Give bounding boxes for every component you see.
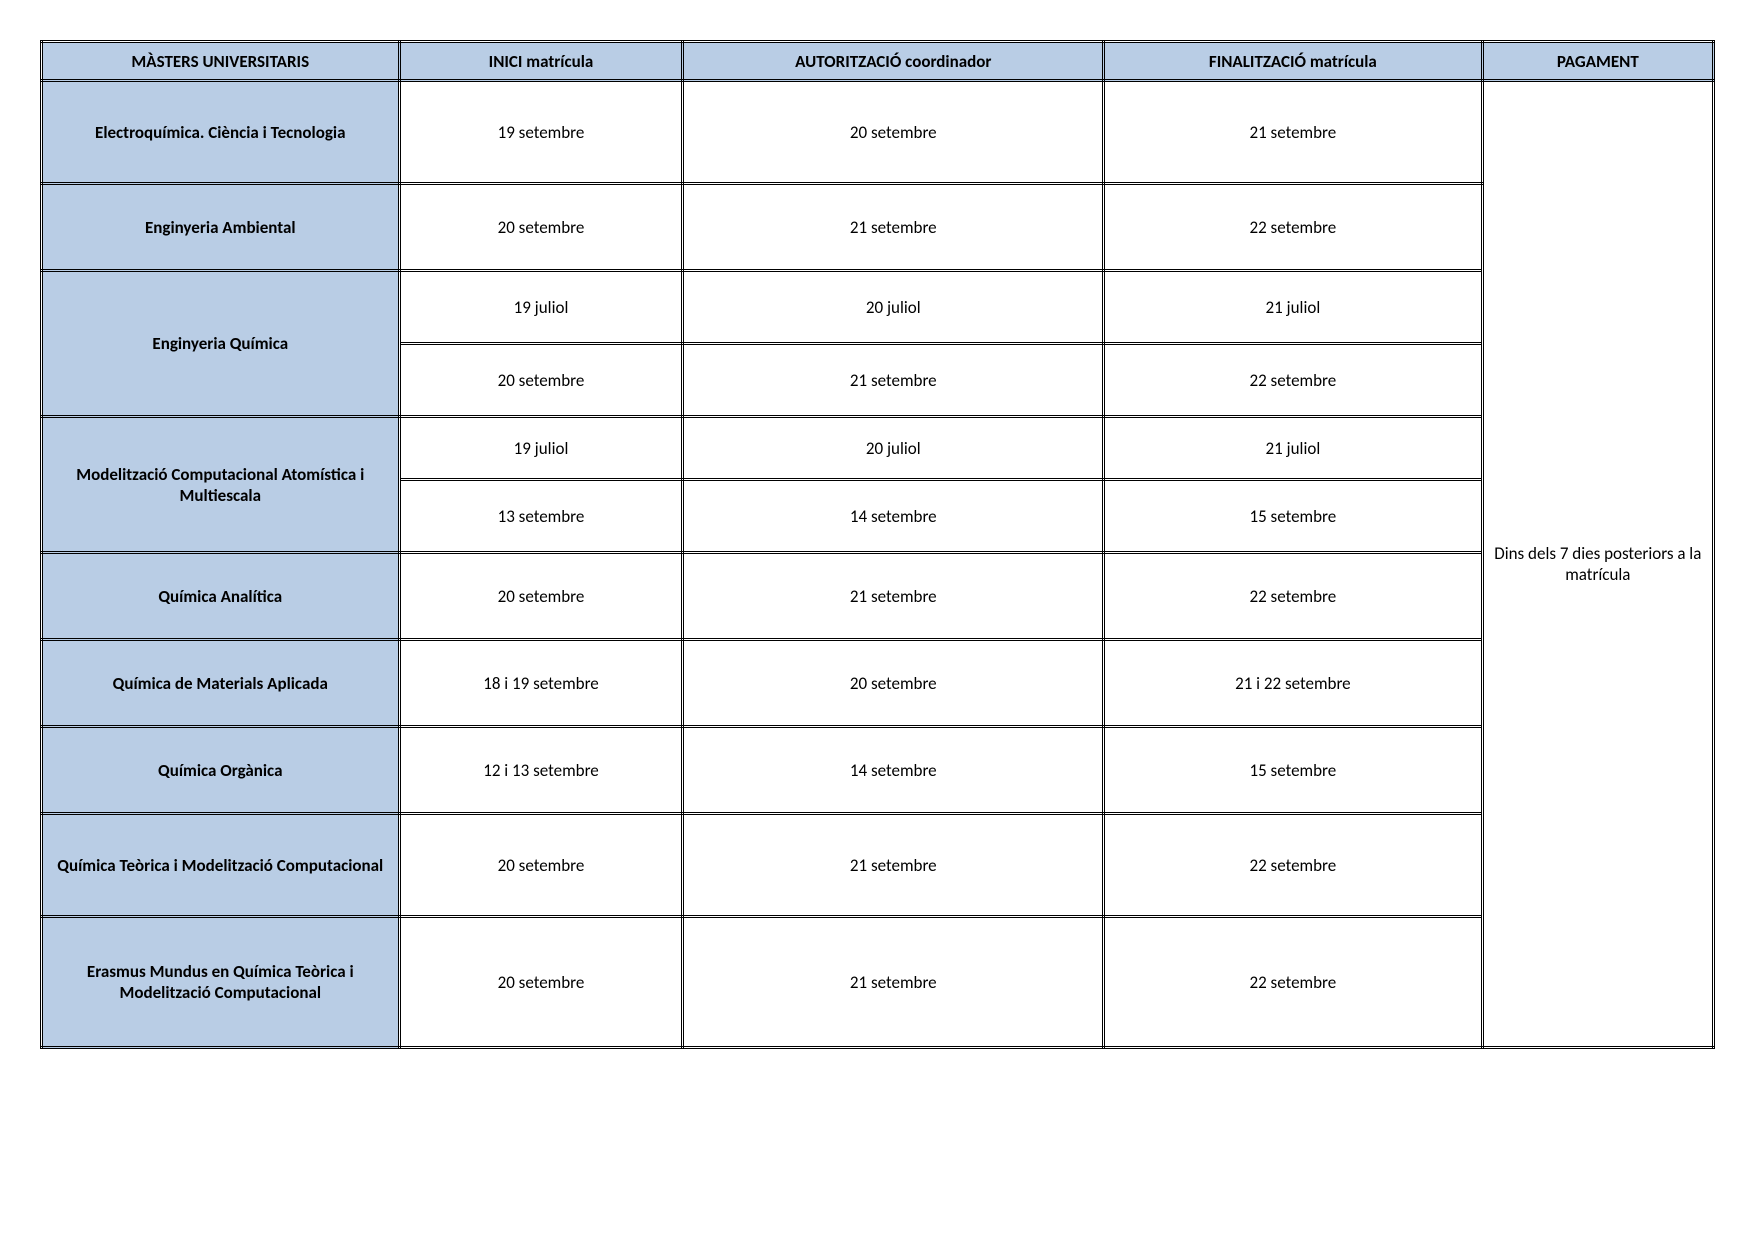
cell-inici: 20 setembre [399, 344, 683, 417]
cell-inici: 20 setembre [399, 184, 683, 271]
cell-finalitzacio: 22 setembre [1104, 917, 1483, 1048]
cell-autoritzacio: 21 setembre [683, 184, 1104, 271]
master-name: Erasmus Mundus en Química Teòrica i Mode… [42, 917, 400, 1048]
cell-finalitzacio: 21 juliol [1104, 271, 1483, 344]
pagament-cell: Dins dels 7 dies posteriors a la matrícu… [1482, 81, 1713, 1048]
col-header-inici: INICI matrícula [399, 42, 683, 81]
master-name: Química de Materials Aplicada [42, 640, 400, 727]
cell-inici: 12 i 13 setembre [399, 727, 683, 814]
master-name: Química Teòrica i Modelització Computaci… [42, 814, 400, 917]
cell-autoritzacio: 21 setembre [683, 814, 1104, 917]
cell-autoritzacio: 14 setembre [683, 480, 1104, 553]
cell-autoritzacio: 20 setembre [683, 81, 1104, 184]
cell-autoritzacio: 21 setembre [683, 553, 1104, 640]
master-name: Electroquímica. Ciència i Tecnologia [42, 81, 400, 184]
master-name: Química Analítica [42, 553, 400, 640]
cell-inici: 19 juliol [399, 271, 683, 344]
cell-finalitzacio: 22 setembre [1104, 814, 1483, 917]
cell-autoritzacio: 21 setembre [683, 344, 1104, 417]
cell-inici: 19 juliol [399, 417, 683, 480]
cell-autoritzacio: 14 setembre [683, 727, 1104, 814]
table-row: Enginyeria Ambiental 20 setembre 21 sete… [42, 184, 1714, 271]
cell-finalitzacio: 22 setembre [1104, 344, 1483, 417]
table-row: Química de Materials Aplicada 18 i 19 se… [42, 640, 1714, 727]
table-row: Enginyeria Química 19 juliol 20 juliol 2… [42, 271, 1714, 344]
cell-finalitzacio: 15 setembre [1104, 480, 1483, 553]
table-header-row: MÀSTERS UNIVERSITARIS INICI matrícula AU… [42, 42, 1714, 81]
table-row: Química Analítica 20 setembre 21 setembr… [42, 553, 1714, 640]
table-row: Erasmus Mundus en Química Teòrica i Mode… [42, 917, 1714, 1048]
cell-autoritzacio: 21 setembre [683, 917, 1104, 1048]
col-header-pagament: PAGAMENT [1482, 42, 1713, 81]
cell-inici: 20 setembre [399, 917, 683, 1048]
master-name: Enginyeria Ambiental [42, 184, 400, 271]
master-name: Enginyeria Química [42, 271, 400, 417]
master-name: Química Orgànica [42, 727, 400, 814]
cell-finalitzacio: 21 setembre [1104, 81, 1483, 184]
cell-autoritzacio: 20 juliol [683, 417, 1104, 480]
table-row: Química Orgànica 12 i 13 setembre 14 set… [42, 727, 1714, 814]
table-row: Química Teòrica i Modelització Computaci… [42, 814, 1714, 917]
masters-enrollment-table: MÀSTERS UNIVERSITARIS INICI matrícula AU… [40, 40, 1715, 1049]
master-name: Modelització Computacional Atomística i … [42, 417, 400, 553]
cell-finalitzacio: 22 setembre [1104, 553, 1483, 640]
cell-finalitzacio: 15 setembre [1104, 727, 1483, 814]
col-header-finalitzacio: FINALITZACIÓ matrícula [1104, 42, 1483, 81]
cell-inici: 13 setembre [399, 480, 683, 553]
cell-finalitzacio: 21 juliol [1104, 417, 1483, 480]
table-row: Electroquímica. Ciència i Tecnologia 19 … [42, 81, 1714, 184]
cell-autoritzacio: 20 setembre [683, 640, 1104, 727]
cell-finalitzacio: 22 setembre [1104, 184, 1483, 271]
cell-finalitzacio: 21 i 22 setembre [1104, 640, 1483, 727]
cell-inici: 20 setembre [399, 814, 683, 917]
table-row: Modelització Computacional Atomística i … [42, 417, 1714, 480]
col-header-masters: MÀSTERS UNIVERSITARIS [42, 42, 400, 81]
cell-autoritzacio: 20 juliol [683, 271, 1104, 344]
cell-inici: 19 setembre [399, 81, 683, 184]
col-header-autoritzacio: AUTORITZACIÓ coordinador [683, 42, 1104, 81]
cell-inici: 18 i 19 setembre [399, 640, 683, 727]
cell-inici: 20 setembre [399, 553, 683, 640]
